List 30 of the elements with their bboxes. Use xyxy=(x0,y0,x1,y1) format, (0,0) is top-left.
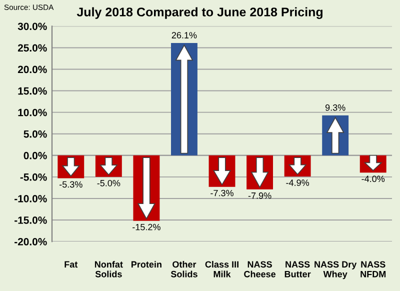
x-tick-label: NASS Cheese xyxy=(244,261,276,278)
data-label: -7.3% xyxy=(210,190,234,196)
y-tick-label: 30.0% xyxy=(18,22,47,30)
data-label: -4.9% xyxy=(286,180,310,186)
x-tick-label: Class III Milk xyxy=(205,260,238,278)
y-tick-label: 15.0% xyxy=(18,87,47,95)
x-tick-label: Other Solids xyxy=(170,260,198,278)
data-label: -5.0% xyxy=(97,180,120,186)
data-label: -5.3% xyxy=(60,181,82,188)
chart-title: July 2018 Compared to June 2018 Pricing xyxy=(76,7,322,19)
x-tick-label: NASS NFDM xyxy=(360,261,386,278)
y-tick-label: 10.0% xyxy=(18,108,47,116)
y-tick-label: 25.0% xyxy=(18,44,47,52)
data-label: 9.3% xyxy=(325,104,346,111)
y-tick-label: 0.0% xyxy=(24,152,47,160)
x-tick-label: NASS Butter xyxy=(284,261,311,278)
x-tick-label: NASS Dry Whey xyxy=(314,261,357,280)
x-tick-label: Nonfat Solids xyxy=(94,260,123,278)
y-tick-label: -15.0% xyxy=(14,216,47,224)
y-tick-label: 5.0% xyxy=(24,130,47,138)
x-tick-label: Protein xyxy=(132,260,162,268)
y-tick-label: -10.0% xyxy=(14,194,47,202)
y-tick-label: -20.0% xyxy=(14,238,47,246)
data-label: -7.9% xyxy=(248,192,272,199)
y-tick-label: 20.0% xyxy=(18,66,47,74)
data-label: -4.0% xyxy=(362,176,385,182)
data-label: 26.1% xyxy=(172,32,197,38)
data-label: -15.2% xyxy=(132,224,160,230)
x-tick-label: Fat xyxy=(64,261,78,268)
y-tick-label: -5.0% xyxy=(20,173,47,181)
